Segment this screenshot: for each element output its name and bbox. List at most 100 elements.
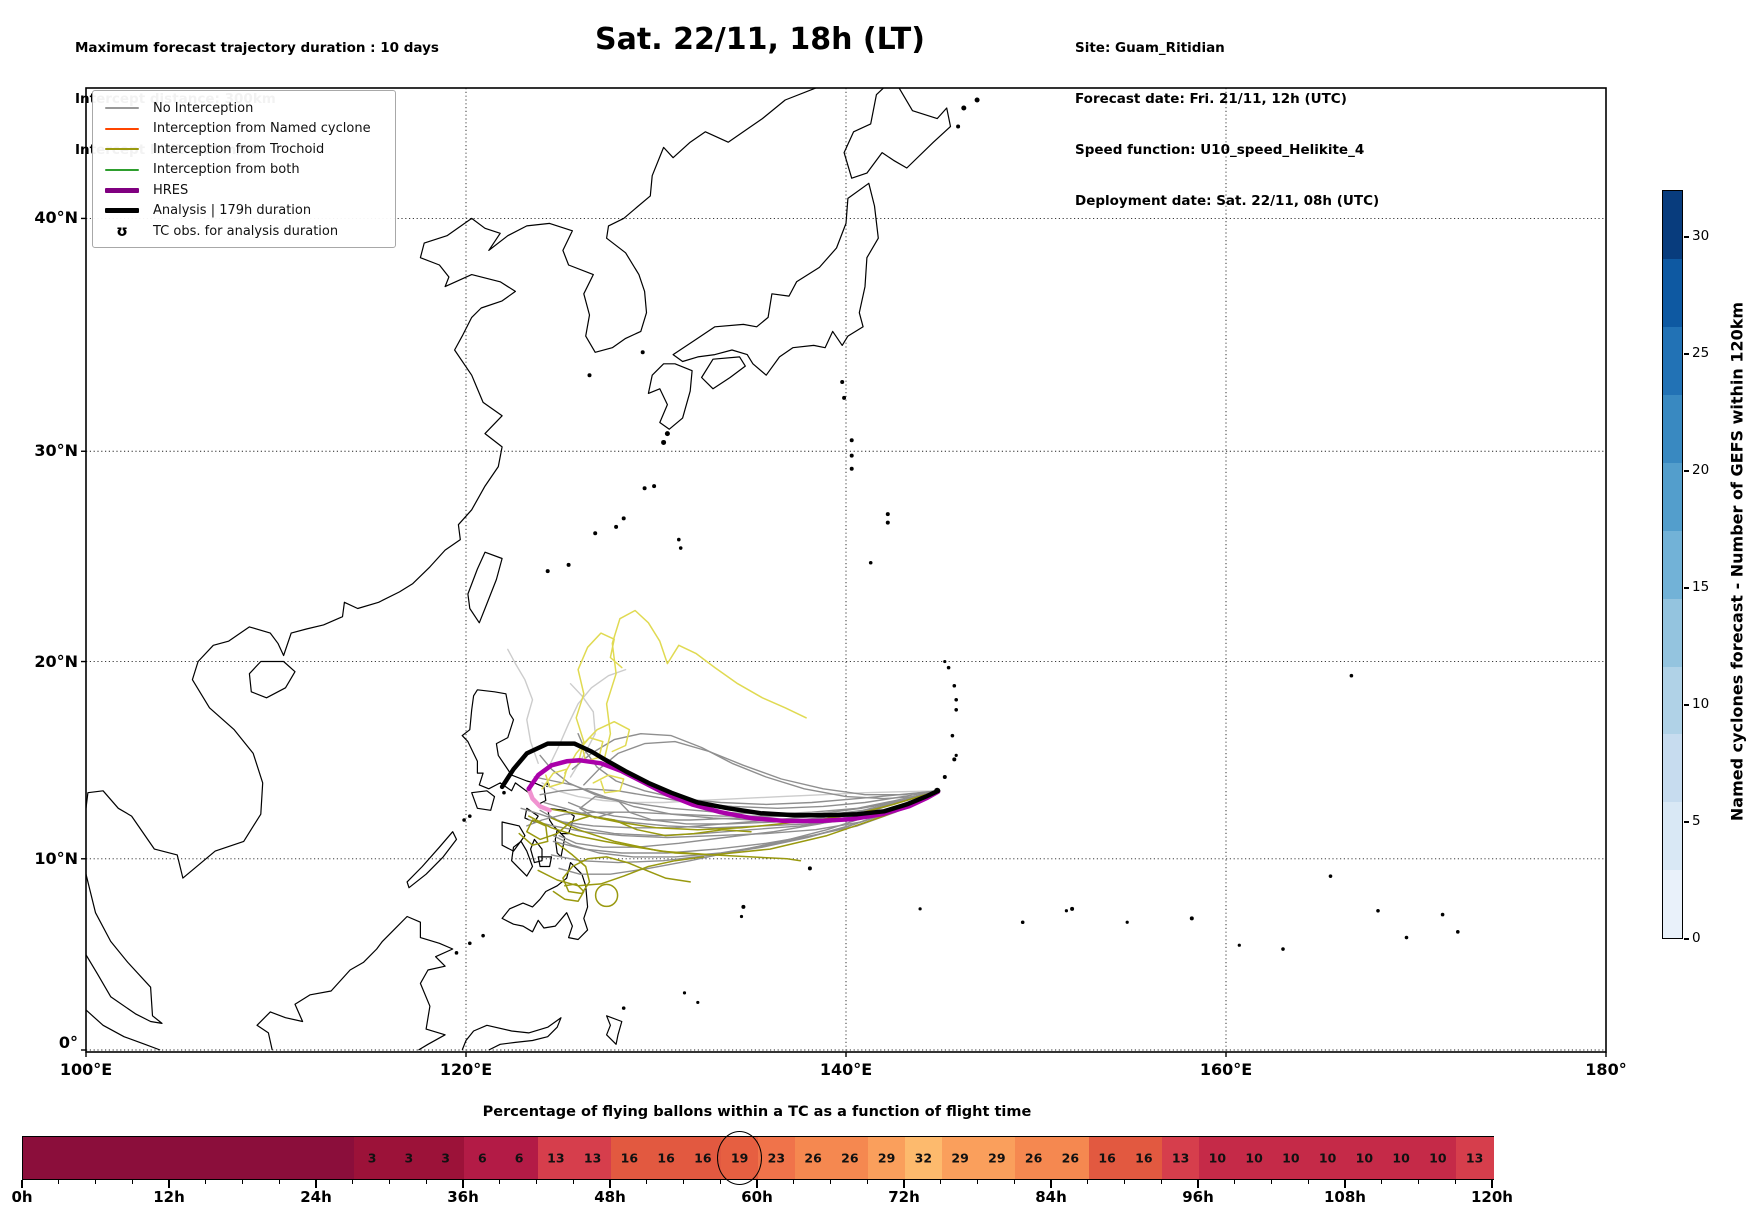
trajectory-trochoid-light xyxy=(603,609,807,759)
island-dot xyxy=(1281,947,1285,951)
flight-bar-tick xyxy=(756,1180,758,1188)
trajectory-trochoid xyxy=(537,856,705,887)
island-dot xyxy=(468,814,472,818)
island-dot xyxy=(502,790,506,795)
flight-bar-tick xyxy=(315,1180,317,1188)
island-dot xyxy=(621,516,626,521)
trajectory-no-interception xyxy=(583,740,939,796)
flight-bar-tick xyxy=(1234,1180,1236,1184)
flight-bar-value: 26 xyxy=(1024,1150,1043,1166)
island-dot xyxy=(885,520,890,525)
flight-bar-tick xyxy=(940,1180,942,1184)
island-dot xyxy=(1456,930,1460,934)
flight-bar-segment xyxy=(941,1137,980,1179)
lat-tick-label: 10°N xyxy=(34,848,78,868)
island-dot xyxy=(664,431,670,437)
colorbar-tick xyxy=(1684,938,1689,940)
flight-bar-value: 32 xyxy=(914,1150,933,1166)
flight-bar-tick-label: 108h xyxy=(1324,1188,1366,1206)
flight-bar-segment xyxy=(537,1137,575,1179)
legend: No Interception Interception from Named c… xyxy=(92,90,396,248)
legend-label: Analysis | 179h duration xyxy=(153,203,312,219)
flight-bar-tick-label: 0h xyxy=(11,1188,33,1206)
flight-bar-tick xyxy=(1050,1180,1052,1188)
island-dot xyxy=(885,512,890,517)
flight-bar-value: 3 xyxy=(404,1150,414,1166)
trajectory-trochoid-light xyxy=(564,720,631,774)
colorbar-tick-label: 30 xyxy=(1692,227,1710,244)
flight-bar-value: 29 xyxy=(951,1150,969,1166)
colorbar-step xyxy=(1663,530,1682,599)
flight-bar-tick xyxy=(793,1180,795,1184)
colorbar-tick-label: 25 xyxy=(1692,344,1710,361)
legend-line xyxy=(105,168,139,171)
flight-bar-segment xyxy=(611,1137,649,1179)
colorbar xyxy=(1662,190,1683,939)
flight-bar-tick xyxy=(462,1180,464,1188)
trajectory-no-interception xyxy=(526,790,939,827)
flight-bar-tick-label: 36h xyxy=(447,1188,479,1206)
flight-bar-segment xyxy=(868,1137,906,1179)
legend-label: No Interception xyxy=(153,100,254,116)
island-dot xyxy=(454,951,459,955)
flight-bar-tick xyxy=(58,1180,60,1184)
coastline xyxy=(701,356,746,390)
flight-bar-segment xyxy=(1382,1137,1421,1179)
flight-bar-tick-label: 72h xyxy=(888,1188,920,1206)
trajectory-trochoid-light xyxy=(541,768,568,790)
colorbar-tick-label: 15 xyxy=(1692,578,1710,595)
island-dot xyxy=(849,453,854,458)
flight-bar-segment xyxy=(1015,1137,1053,1179)
flight-bar-value: 10 xyxy=(1355,1150,1374,1166)
flight-bar-value: 6 xyxy=(514,1150,524,1166)
island-dot xyxy=(593,531,598,536)
island-dot xyxy=(587,373,592,378)
legend-line-swatch xyxy=(101,168,143,171)
flight-bar-tick xyxy=(21,1180,23,1188)
coastline xyxy=(501,862,589,941)
flight-bar-value: 13 xyxy=(547,1150,565,1166)
trajectory-trochoid xyxy=(518,815,752,846)
flight-bar-tick xyxy=(1454,1180,1456,1184)
colorbar-label: Named cyclones forecast - Number of GEFS… xyxy=(1727,301,1747,822)
legend-line-swatch xyxy=(101,107,143,110)
island-dot xyxy=(952,757,957,762)
flight-bar-value: 26 xyxy=(804,1150,822,1166)
coastline xyxy=(467,551,503,624)
header-right-line-3: Speed function: U10_speed_Helikite_4 xyxy=(1075,142,1365,158)
island-dot xyxy=(952,683,957,688)
flight-bar-tick xyxy=(241,1180,244,1184)
header-right-line-1: Site: Guam_Ritidian xyxy=(1075,40,1225,56)
lon-tick-label: 120°E xyxy=(439,1060,493,1079)
trajectory-trochoid-light xyxy=(592,774,625,794)
colorbar-step xyxy=(1663,258,1682,328)
legend-line-swatch xyxy=(101,208,143,214)
flight-bar-tick xyxy=(1344,1180,1346,1188)
trajectory-no-interception-light xyxy=(547,668,627,770)
flight-bar-tick xyxy=(168,1180,170,1188)
trajectory-hres xyxy=(526,758,941,824)
island-dot xyxy=(954,753,958,758)
flight-bar-title: Percentage of flying ballons within a TC… xyxy=(482,1104,1032,1120)
lat-tick-label: 0° xyxy=(58,1033,78,1053)
island-dot xyxy=(974,97,980,103)
coastline xyxy=(86,88,818,879)
flight-bar-segment xyxy=(1346,1137,1384,1179)
island-dot xyxy=(621,1006,626,1010)
flight-bar-tick xyxy=(205,1180,207,1184)
flight-bar-segment xyxy=(317,1137,355,1179)
flight-bar-tick xyxy=(646,1180,648,1184)
flight-bar-segment xyxy=(280,1137,318,1179)
flight-bar-segment xyxy=(1309,1137,1347,1179)
flight-bar-segment xyxy=(647,1137,686,1179)
colorbar-step xyxy=(1663,190,1682,260)
legend-item-5: Analysis | 179h duration xyxy=(101,201,387,222)
flight-bar-tick xyxy=(535,1180,538,1184)
flight-bar-segment xyxy=(390,1137,428,1179)
island-dot xyxy=(481,933,485,938)
flight-bar-segment xyxy=(1199,1137,1237,1179)
colorbar-step xyxy=(1663,666,1682,735)
flight-bar-segment xyxy=(1419,1137,1457,1179)
